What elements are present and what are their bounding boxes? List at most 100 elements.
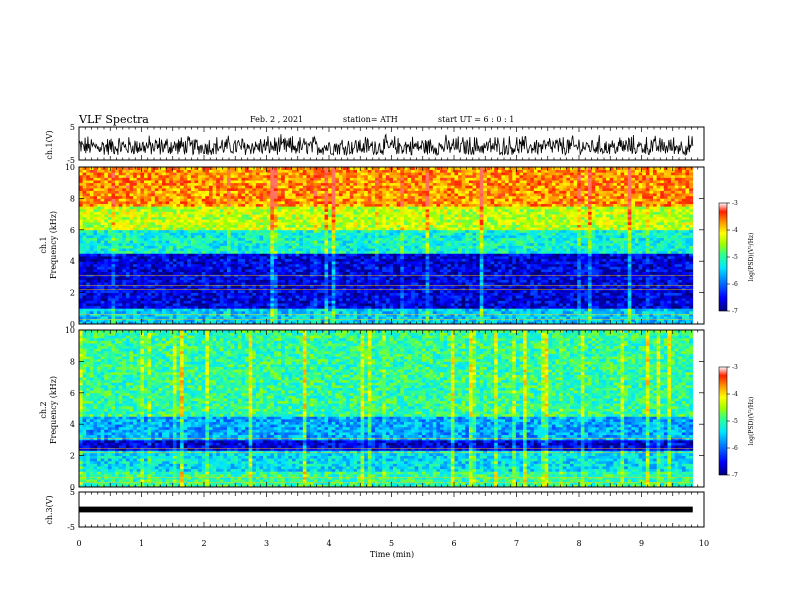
ch1-spectrogram-cell bbox=[299, 183, 303, 186]
ch1-spectrogram-cell bbox=[166, 201, 170, 204]
ch1-spectrogram-cell bbox=[137, 191, 141, 194]
ch1-spectrogram-cell bbox=[220, 261, 224, 264]
ch1-spectrogram-cell bbox=[252, 272, 256, 275]
ch1-spectrogram-cell bbox=[209, 285, 213, 288]
ch1-spectrogram-cell bbox=[101, 222, 105, 225]
ch1-spectrogram-cell bbox=[234, 293, 238, 296]
ch1-spectrogram-cell bbox=[335, 193, 339, 196]
ch1-spectrogram-cell bbox=[158, 259, 162, 262]
ch1-spectrogram-cell bbox=[205, 198, 209, 201]
ch1-spectrogram-cell bbox=[162, 306, 166, 309]
ch1-spectrogram-cell bbox=[169, 204, 173, 207]
ch1-spectrogram-cell bbox=[281, 261, 285, 264]
ch1-spectrogram-cell bbox=[241, 172, 245, 175]
ch1-spectrogram-cell bbox=[256, 282, 260, 285]
ch1-spectrogram-cell bbox=[86, 217, 90, 220]
ch1-spectrogram-cell bbox=[227, 290, 231, 293]
ch1-spectrogram-cell bbox=[314, 303, 318, 306]
ch1-spectrogram-cell bbox=[173, 172, 177, 175]
ch1-spectrogram-cell bbox=[148, 230, 152, 233]
ch1-spectrogram-cell bbox=[191, 217, 195, 220]
ch1-spectrogram-cell bbox=[364, 285, 368, 288]
ch1-spectrogram-cell bbox=[241, 300, 245, 303]
ch1-spectrogram-cell bbox=[270, 191, 274, 194]
ch1-spectrogram-cell bbox=[310, 170, 314, 173]
ch1-spectrogram-cell bbox=[317, 204, 321, 207]
ch1-spectrogram-cell bbox=[162, 287, 166, 290]
ch1-spectrogram-cell bbox=[245, 219, 249, 222]
ch1-waveform-ytick-label: 5 bbox=[70, 123, 75, 132]
ch1-spectrogram-cell bbox=[339, 256, 343, 259]
ch1-spectrogram-cell bbox=[314, 266, 318, 269]
ch1-spectrogram-cell bbox=[130, 175, 134, 178]
ch1-spectrogram-cell bbox=[195, 316, 199, 319]
ch1-spectrogram-cell bbox=[148, 306, 152, 309]
ch1-spectrogram-cell bbox=[303, 230, 307, 233]
ch1-spectrogram-cell bbox=[310, 240, 314, 243]
ch1-spectrogram-cell bbox=[108, 170, 112, 173]
ch1-spectrogram-cell bbox=[296, 222, 300, 225]
ch1-spectrogram-cell bbox=[353, 261, 357, 264]
ch1-spectrogram-cell bbox=[97, 193, 101, 196]
ch1-spectrogram-cell bbox=[299, 185, 303, 188]
ch1-spectrogram-cell bbox=[79, 306, 83, 309]
ch1-spectrogram-cell bbox=[278, 170, 282, 173]
ch1-spectrogram-cell bbox=[310, 269, 314, 272]
ch1-spectrogram-cell bbox=[111, 314, 115, 317]
ch1-spectrogram-cell bbox=[93, 272, 97, 275]
ch1-spectrogram-cell bbox=[238, 282, 242, 285]
ch1-spectrogram-cell bbox=[191, 259, 195, 262]
ch1-spectrogram-cell bbox=[169, 287, 173, 290]
ch1-spectrogram-cell bbox=[209, 209, 213, 212]
ch1-spectrogram-cell bbox=[144, 264, 148, 267]
ch1-spectrogram-cell bbox=[317, 248, 321, 251]
ch1-spectrogram-cell bbox=[223, 280, 227, 283]
ch1-spectrogram-cell bbox=[79, 214, 83, 217]
ch1-spectrogram-cell bbox=[162, 314, 166, 317]
ch1-spectrogram-cell bbox=[176, 253, 180, 256]
ch1-spectrogram-cell bbox=[140, 295, 144, 298]
ch1-spectrogram-cell bbox=[209, 300, 213, 303]
ch1-spectrogram-cell bbox=[270, 243, 274, 246]
ch1-spectrogram-cell bbox=[350, 209, 354, 212]
ch1-spectrogram-cell bbox=[176, 196, 180, 199]
ch1-spectrogram-cell bbox=[274, 261, 278, 264]
ch1-spectrogram-cell bbox=[173, 204, 177, 207]
ch1-spectrogram-cell bbox=[169, 243, 173, 246]
ch1-spectrogram-cell bbox=[350, 232, 354, 235]
ch1-spectrogram-cell bbox=[321, 225, 325, 228]
ch1-spectrogram-cell bbox=[108, 180, 112, 183]
ch1-spectrogram-cell bbox=[86, 206, 90, 209]
ch1-spectrogram-cell bbox=[83, 225, 87, 228]
ch1-spectrogram-cell bbox=[285, 232, 289, 235]
ch1-spectrogram-cell bbox=[209, 170, 213, 173]
ch1-spectrogram-cell bbox=[90, 311, 94, 314]
ch1-spectrogram-cell bbox=[256, 300, 260, 303]
ch1-spectrogram-cell bbox=[267, 198, 271, 201]
ch1-spectrogram-cell bbox=[93, 259, 97, 262]
ch1-spectrogram-cell bbox=[155, 300, 159, 303]
ch1-spectrogram-cell bbox=[213, 316, 217, 319]
ch1-spectrogram-cell bbox=[220, 290, 224, 293]
ch1-spectrogram-cell bbox=[148, 253, 152, 256]
ch1-spectrogram-cell bbox=[263, 253, 267, 256]
ch1-spectrogram-cell bbox=[361, 308, 365, 311]
ch1-spectrogram-cell bbox=[281, 230, 285, 233]
ch1-spectrogram-cell bbox=[241, 191, 245, 194]
ch1-spectrogram-cell bbox=[263, 287, 267, 290]
ch1-spectrogram-cell bbox=[357, 264, 361, 267]
ch1-spectrogram-cell bbox=[357, 298, 361, 301]
ch1-spectrogram-cell bbox=[274, 246, 278, 249]
ch1-spectrogram-cell bbox=[97, 285, 101, 288]
ch1-spectrogram-cell bbox=[166, 248, 170, 251]
ch1-spectrogram-cell bbox=[166, 183, 170, 186]
ch1-spectrogram-cell bbox=[256, 206, 260, 209]
ch1-spectrogram-cell bbox=[195, 243, 199, 246]
ch1-spectrogram-cell bbox=[306, 303, 310, 306]
ch1-spectrogram-cell bbox=[104, 274, 108, 277]
ch1-spectrogram-cell bbox=[353, 172, 357, 175]
ch1-spectrogram-cell bbox=[256, 219, 260, 222]
ch1-spectrogram-cell bbox=[317, 266, 321, 269]
ch1-spectrogram-cell bbox=[256, 222, 260, 225]
ch1-spectrogram-cell bbox=[122, 214, 126, 217]
